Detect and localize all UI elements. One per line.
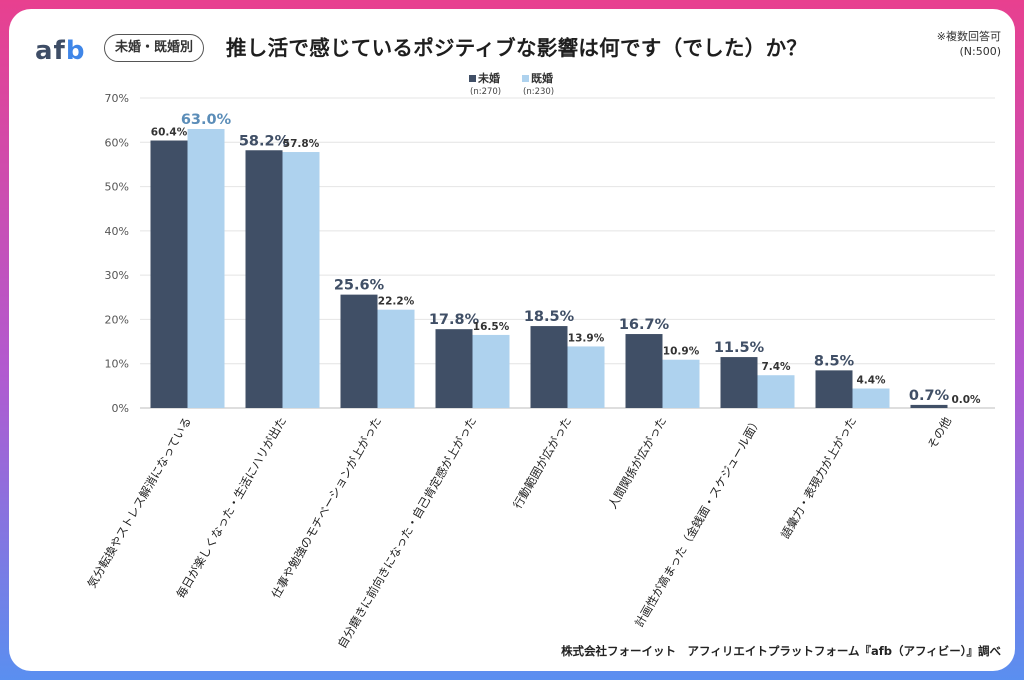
bar-married <box>757 375 795 408</box>
legend-label: 未婚 <box>477 71 500 85</box>
data-label-married: 7.4% <box>761 361 791 373</box>
bar-unmarried <box>340 294 378 408</box>
y-tick-label: 70% <box>105 92 129 105</box>
bar-married <box>852 388 890 408</box>
bar-unmarried <box>245 150 283 408</box>
bar-married <box>567 346 605 408</box>
chart-title: 推し活で感じているポジティブな影響は何です（でした）か？ <box>226 36 808 60</box>
bar-unmarried <box>530 326 568 408</box>
category-label: 人間関係が広がった <box>605 415 669 512</box>
bar-married <box>662 359 700 408</box>
legend-swatch <box>522 75 529 82</box>
data-label-married: 10.9% <box>663 346 700 358</box>
data-label-married: 4.4% <box>856 375 886 387</box>
data-label-married: 22.2% <box>378 296 415 308</box>
data-label-married: 63.0% <box>181 112 232 128</box>
category-label: その他 <box>925 414 955 451</box>
category-label: 毎日が楽しくなった・生活にハリが出た <box>173 415 289 601</box>
y-tick-label: 20% <box>105 313 129 326</box>
data-label-unmarried: 17.8% <box>429 312 480 328</box>
response-note: ※複数回答可 (N:500) <box>937 29 1001 59</box>
bar-unmarried <box>910 404 948 408</box>
bar-married <box>472 334 510 408</box>
data-label-unmarried: 25.6% <box>334 278 385 294</box>
category-label: 語彙力・表現力が上がった <box>778 415 859 542</box>
category-label: 気分転換やストレス解消になっている <box>85 415 195 591</box>
data-label-married: 0.0% <box>951 394 981 406</box>
y-tick-label: 0% <box>112 402 129 415</box>
bar-married <box>187 129 225 408</box>
data-label-unmarried: 58.2% <box>239 133 290 149</box>
y-tick-label: 30% <box>105 269 129 282</box>
data-label-married: 57.8% <box>283 138 320 150</box>
data-label-unmarried: 16.7% <box>619 317 670 333</box>
data-label-married: 13.9% <box>568 332 605 344</box>
legend-sample-size: (n:270) <box>470 87 501 97</box>
y-tick-label: 40% <box>105 225 129 238</box>
sample-size-note: (N:500) <box>959 45 1001 58</box>
data-label-unmarried: 8.5% <box>814 353 855 369</box>
data-label-unmarried: 0.7% <box>909 388 950 404</box>
category-label: 行動範囲が広がった <box>510 415 574 512</box>
category-label: 仕事や勉強のモチベーションが上がった <box>269 415 385 601</box>
source-credit: 株式会社フォーイット アフィリエイトプラットフォーム『afb（アフィビー）』調べ <box>561 644 1001 658</box>
data-label-married: 16.5% <box>473 321 510 333</box>
y-tick-label: 60% <box>105 136 129 149</box>
data-label-unmarried: 60.4% <box>151 127 188 139</box>
data-label-unmarried: 11.5% <box>714 340 765 356</box>
bar-unmarried <box>625 334 663 408</box>
y-tick-label: 50% <box>105 181 129 194</box>
afb-logo: afb <box>35 36 86 66</box>
bar-unmarried <box>815 370 853 408</box>
segment-badge: 未婚・既婚別 <box>104 34 205 62</box>
legend-swatch <box>469 75 476 82</box>
bar-married <box>282 152 320 408</box>
data-label-unmarried: 18.5% <box>524 309 575 325</box>
bar-unmarried <box>435 329 473 408</box>
bar-unmarried <box>720 357 758 408</box>
legend-label: 既婚 <box>531 71 553 85</box>
bar-married <box>377 309 415 408</box>
legend-sample-size: (n:230) <box>523 87 554 97</box>
bar-unmarried <box>150 140 188 408</box>
multiple-answer-note: ※複数回答可 <box>936 30 1001 43</box>
y-tick-label: 10% <box>105 358 129 371</box>
